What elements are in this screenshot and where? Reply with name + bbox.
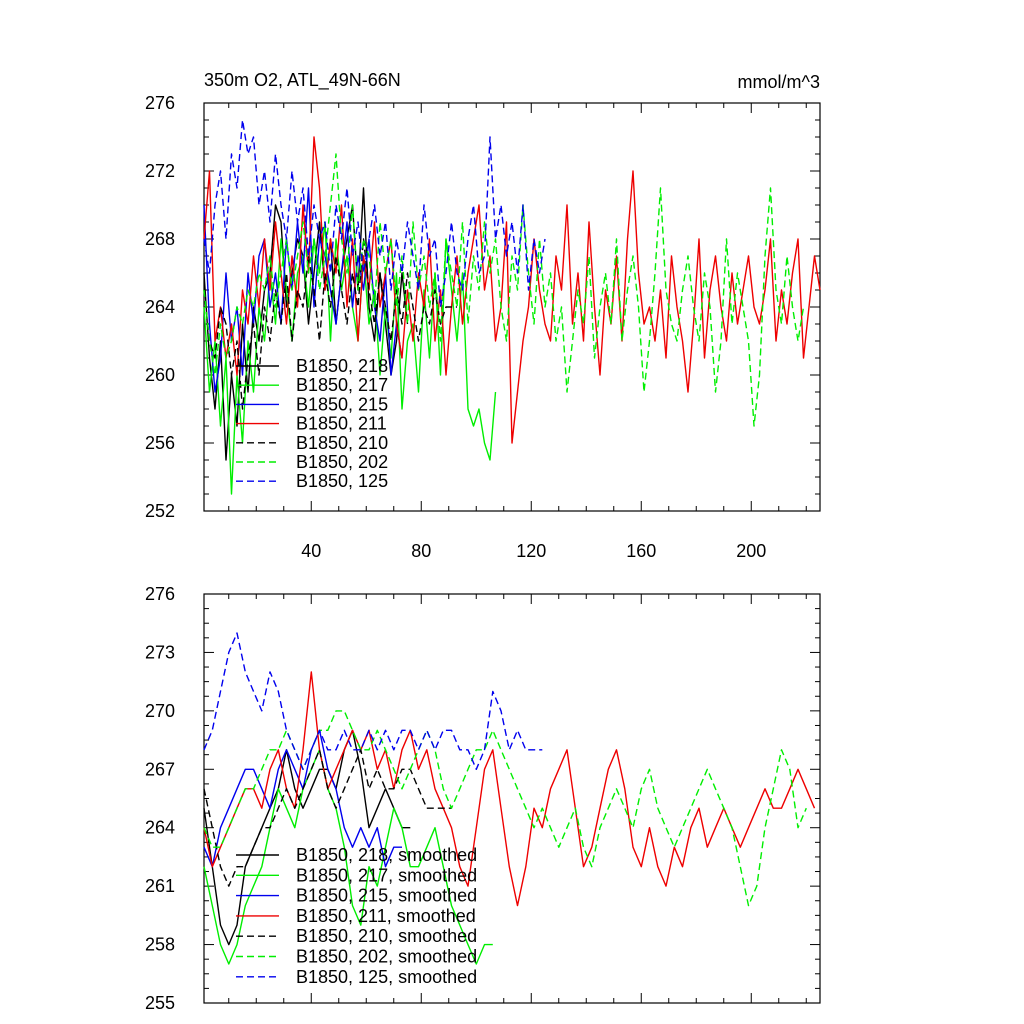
bottom-legend-label: B1850, 210, smoothed	[296, 926, 477, 946]
top-x-tick-label: 120	[516, 541, 546, 561]
top-series-line-b1850-125	[203, 119, 546, 308]
bottom-y-tick-label: 264	[145, 818, 175, 838]
top-legend-label: B1850, 215	[296, 394, 388, 414]
top-legend-label: B1850, 202	[296, 452, 388, 472]
top-y-tick-label: 260	[145, 365, 175, 385]
top-series-group	[203, 119, 821, 495]
top-y-tick-label: 252	[145, 501, 175, 521]
top-y-tick-label: 272	[145, 161, 175, 181]
bottom-series-line-b1850-211-smoothed	[203, 671, 816, 907]
bottom-y-tick-label: 276	[145, 584, 175, 604]
bottom-y-tick-label: 270	[145, 701, 175, 721]
top-ticks: 252 256 260 264 268 272 276 40 80 120 160 200	[145, 93, 820, 561]
top-x-tick-label: 40	[301, 541, 321, 561]
top-series-line-b1850-210	[203, 238, 457, 410]
bottom-legend-label: B1850, 211, smoothed	[296, 906, 476, 926]
bottom-y-tick-label: 261	[145, 876, 175, 896]
bottom-series-line-b1850-202-smoothed	[203, 710, 807, 907]
top-x-tick-label: 200	[736, 541, 766, 561]
top-series-line-b1850-218	[203, 187, 409, 461]
top-y-tick-label: 264	[145, 297, 175, 317]
top-y-tick-label: 276	[145, 93, 175, 113]
bottom-series-line-b1850-125-smoothed	[203, 632, 543, 770]
top-legend-label: B1850, 125	[296, 471, 388, 491]
top-chart-units: mmol/m^3	[738, 72, 820, 92]
top-panel: 350m O2, ATL_49N-66N mmol/m^3 2522562602…	[145, 70, 821, 561]
bottom-legend-label: B1850, 217, smoothed	[296, 865, 477, 885]
bottom-panel: 255 258 261 264 267 270 273 276 B1850, 218, smo…	[145, 584, 821, 1013]
bottom-ticks: 255 258 261 264 267 270 273 276	[145, 584, 820, 1013]
top-y-tick-label: 256	[145, 433, 175, 453]
top-x-tick-label: 80	[411, 541, 431, 561]
bottom-y-tick-label: 267	[145, 759, 175, 779]
bottom-legend-label: B1850, 125, smoothed	[296, 967, 477, 987]
top-legend-label: B1850, 218	[296, 356, 388, 376]
top-x-tick-label: 160	[626, 541, 656, 561]
bottom-series-line-b1850-217-smoothed	[203, 749, 493, 965]
bottom-y-tick-label: 255	[145, 993, 175, 1013]
bottom-y-tick-label: 258	[145, 935, 175, 955]
top-legend-label: B1850, 210	[296, 433, 388, 453]
top-y-tick-label: 268	[145, 229, 175, 249]
top-legend-label: B1850, 217	[296, 375, 388, 395]
top-chart-title: 350m O2, ATL_49N-66N	[204, 70, 401, 91]
bottom-y-tick-label: 273	[145, 642, 175, 662]
top-legend-label: B1850, 211	[296, 414, 387, 434]
bottom-legend-label: B1850, 218, smoothed	[296, 845, 477, 865]
top-series-line-b1850-202	[203, 153, 805, 427]
bottom-legend-label: B1850, 215, smoothed	[296, 886, 477, 906]
bottom-legend-label: B1850, 202, smoothed	[296, 947, 477, 967]
